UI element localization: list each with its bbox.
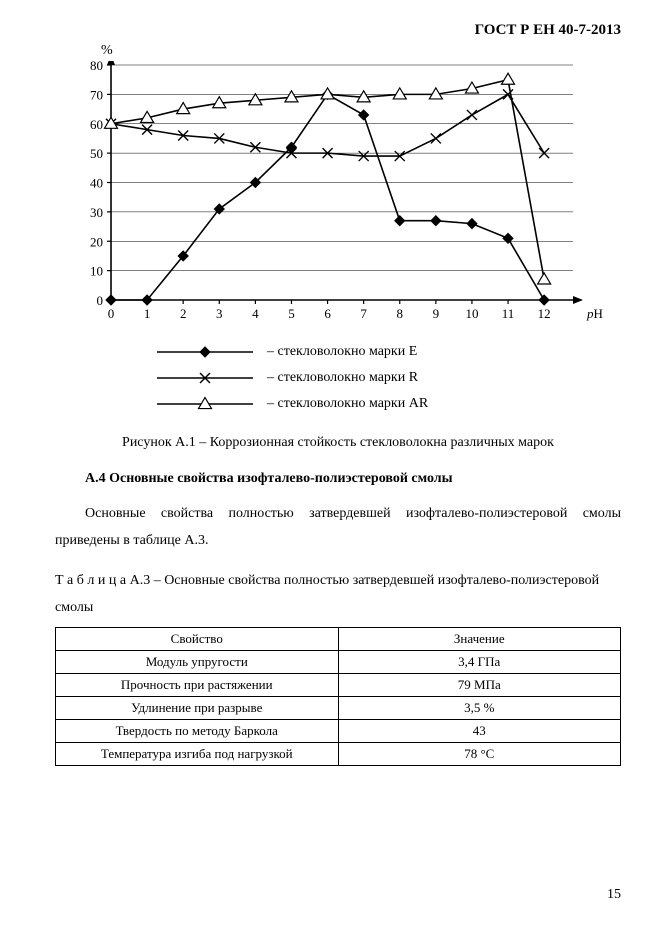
chart-container: % 010203040506070800123456789101112pH – … [75, 43, 585, 417]
doc-header: ГОСТ Р ЕН 40-7-2013 [55, 22, 621, 39]
table-title-rest: А.3 – Основные свойства полностью затвер… [55, 573, 599, 615]
svg-text:3: 3 [216, 306, 223, 321]
svg-text:0: 0 [97, 293, 104, 308]
table-row: Прочность при растяжении79 МПа [56, 674, 621, 697]
page-number: 15 [607, 887, 621, 903]
table-row: Удлинение при разрыве3,5 % [56, 697, 621, 720]
svg-text:8: 8 [397, 306, 404, 321]
legend-item: – стекловолокно марки AR [155, 391, 585, 417]
table-row: Температура изгиба под нагрузкой78 °C [56, 743, 621, 766]
y-axis-unit: % [101, 43, 585, 59]
svg-text:9: 9 [433, 306, 440, 321]
svg-text:20: 20 [90, 234, 103, 249]
table-header-row: СвойствоЗначение [56, 628, 621, 651]
table-cell: 78 °C [338, 743, 621, 766]
table-cell: 3,5 % [338, 697, 621, 720]
svg-text:2: 2 [180, 306, 187, 321]
table-cell: Удлинение при разрыве [56, 697, 339, 720]
table-row: Твердость по методу Баркола43 [56, 720, 621, 743]
table-row: Модуль упругости3,4 ГПа [56, 651, 621, 674]
legend-item: – стекловолокно марки R [155, 365, 585, 391]
properties-table: СвойствоЗначениеМодуль упругости3,4 ГПаП… [55, 627, 621, 766]
chart-legend: – стекловолокно марки E – стекловолокно м… [155, 339, 585, 417]
table-cell: 43 [338, 720, 621, 743]
svg-text:40: 40 [90, 176, 103, 191]
page: ГОСТ Р ЕН 40-7-2013 % 0 10 20 30 40 50 60 70 80 0… [0, 0, 661, 935]
svg-text:11: 11 [502, 306, 515, 321]
svg-text:12: 12 [538, 306, 551, 321]
svg-text:1: 1 [144, 306, 151, 321]
table-cell: 3,4 ГПа [338, 651, 621, 674]
table-title: Т а б л и ц а А.3 – Основные свойства по… [55, 568, 621, 621]
table-title-prefix: Т а б л и ц а [55, 573, 126, 588]
svg-text:80: 80 [90, 61, 103, 73]
svg-text:60: 60 [90, 117, 103, 132]
figure-caption: Рисунок А.1 – Коррозионная стойкость сте… [55, 435, 621, 451]
svg-text:10: 10 [90, 264, 103, 279]
svg-text:10: 10 [465, 306, 478, 321]
svg-text:6: 6 [324, 306, 331, 321]
svg-text:pH: pH [586, 306, 603, 321]
legend-label: – стекловолокно марки E [267, 344, 417, 360]
svg-text:4: 4 [252, 306, 259, 321]
table-cell: Модуль упругости [56, 651, 339, 674]
table-header-cell: Значение [338, 628, 621, 651]
table-header-cell: Свойство [56, 628, 339, 651]
table-cell: Твердость по методу Баркола [56, 720, 339, 743]
table-cell: 79 МПа [338, 674, 621, 697]
svg-text:7: 7 [360, 306, 367, 321]
legend-item: – стекловолокно марки E [155, 339, 585, 365]
section-title: А.4 Основные свойства изофталево-полиэст… [85, 471, 621, 487]
table-cell: Температура изгиба под нагрузкой [56, 743, 339, 766]
line-chart: 010203040506070800123456789101112pH [75, 61, 603, 324]
svg-text:0: 0 [108, 306, 115, 321]
legend-label: – стекловолокно марки AR [267, 396, 428, 412]
paragraph: Основные свойства полностью затвердевшей… [55, 501, 621, 554]
svg-text:50: 50 [90, 146, 103, 161]
table-cell: Прочность при растяжении [56, 674, 339, 697]
svg-text:5: 5 [288, 306, 295, 321]
svg-text:30: 30 [90, 205, 103, 220]
svg-text:70: 70 [90, 87, 103, 102]
legend-label: – стекловолокно марки R [267, 370, 418, 386]
